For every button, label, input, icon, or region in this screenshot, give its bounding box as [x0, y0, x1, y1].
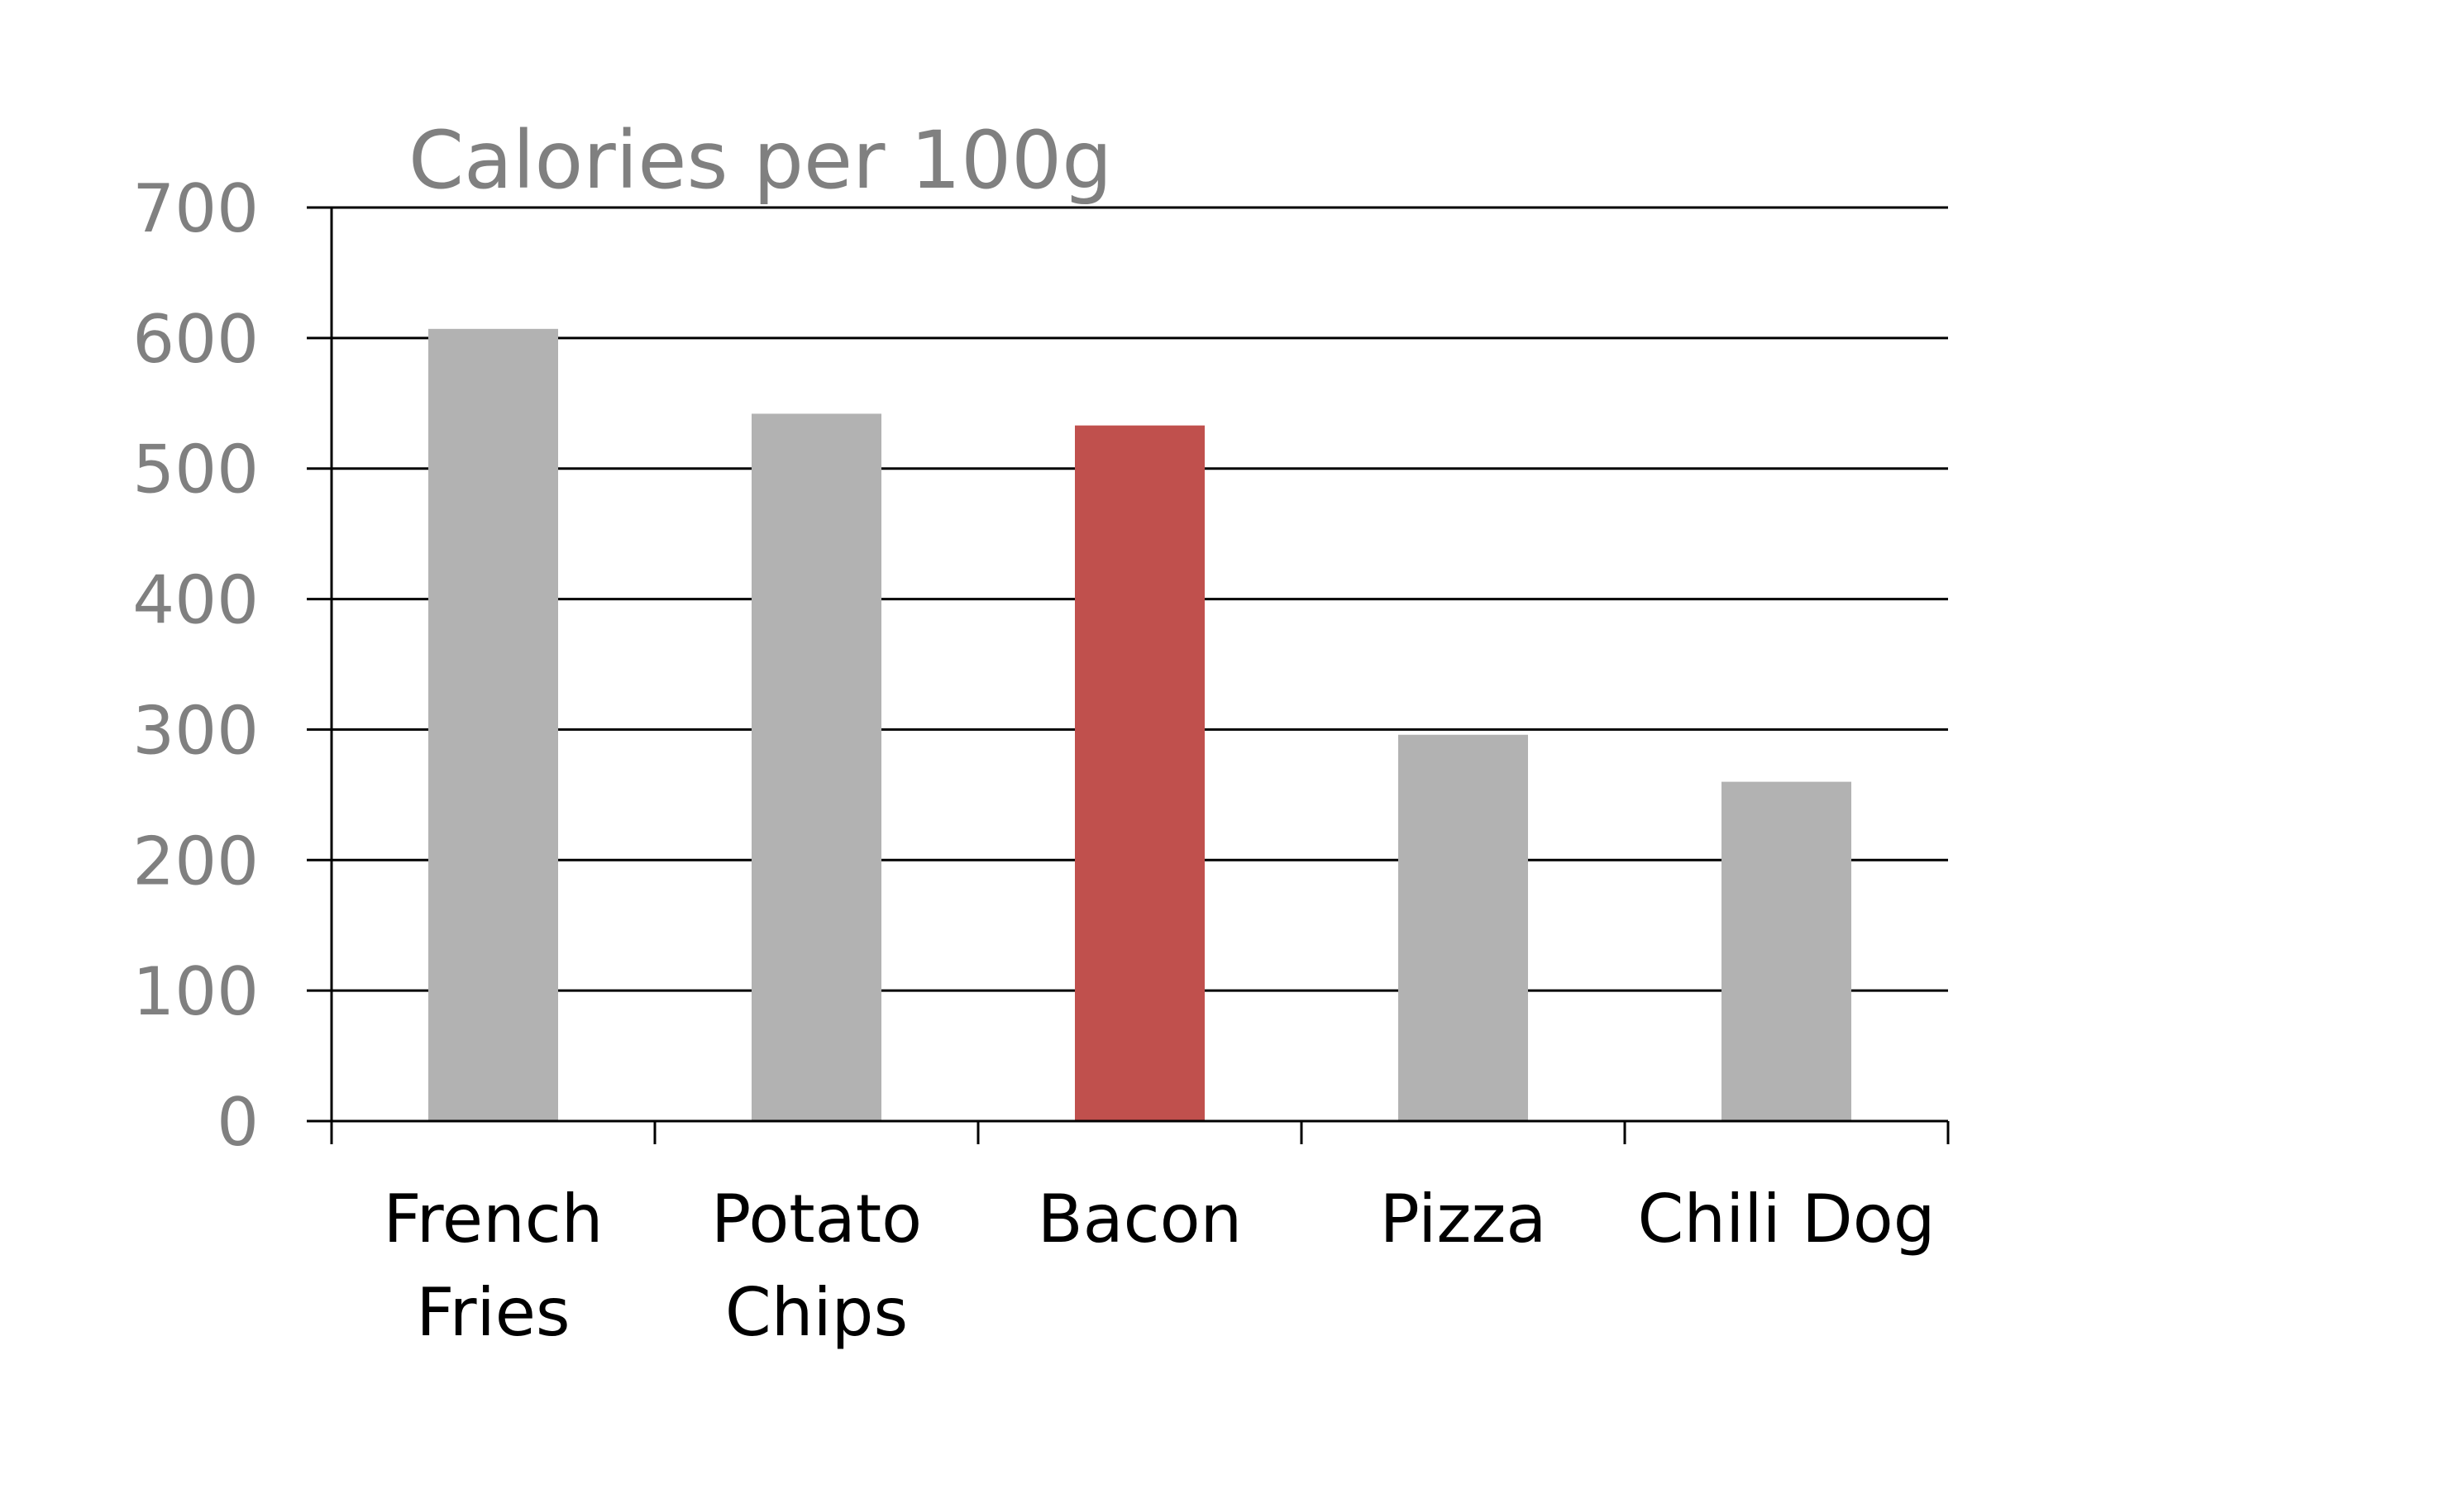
x-tick-label-line: Bacon — [1038, 1181, 1243, 1258]
bar-french-fries — [428, 328, 558, 1121]
x-tick-label: Pizza — [1380, 1181, 1547, 1258]
x-tick-label-line: Chili Dog — [1638, 1181, 1936, 1258]
bar-potato-chips — [752, 413, 881, 1121]
y-tick-label: 700 — [132, 170, 259, 247]
x-tick-label-line: Pizza — [1380, 1181, 1547, 1258]
chart-title: Calories per 100g — [408, 114, 1112, 207]
y-tick-label: 600 — [132, 301, 259, 378]
x-tick-labels: French Fries Potato Chips Bacon Pizza Chili Do… — [384, 1181, 1936, 1351]
x-tick-label: Chili Dog — [1638, 1181, 1936, 1258]
x-tick-label-line: Fries — [416, 1274, 570, 1351]
x-tick-label-line: Chips — [725, 1274, 908, 1351]
x-tick-label-line: French — [384, 1181, 604, 1258]
y-tick-label: 400 — [132, 562, 259, 639]
bar-bacon — [1075, 425, 1205, 1121]
y-tick-label: 200 — [132, 823, 259, 900]
bars-layer — [428, 328, 1851, 1121]
bar-pizza — [1398, 734, 1528, 1121]
y-tick-label: 300 — [132, 692, 259, 769]
axis-layer — [307, 206, 1950, 1144]
bar-chili-dog — [1721, 781, 1851, 1121]
y-tick-label: 500 — [132, 432, 259, 508]
x-tick-label: Bacon — [1038, 1181, 1243, 1258]
x-tick-label-line: Potato — [711, 1181, 922, 1258]
y-tick-label: 100 — [132, 953, 259, 1030]
y-tick-labels: 0 100 200 300 400 500 600 700 — [132, 170, 259, 1161]
y-tick-label: 0 — [217, 1084, 259, 1161]
x-tick-label: Potato Chips — [711, 1181, 922, 1351]
x-tick-label: French Fries — [384, 1181, 604, 1351]
